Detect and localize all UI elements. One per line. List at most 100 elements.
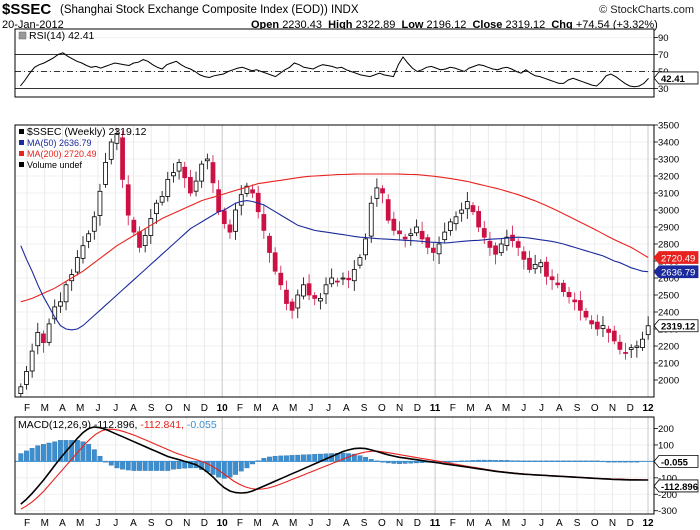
price-candle (566, 291, 572, 298)
price-month-label: F (237, 403, 243, 414)
price-month-label: D (627, 403, 634, 414)
price-month-label: M (76, 403, 84, 414)
price-month-label: A (59, 403, 66, 414)
price-candle (199, 163, 205, 182)
price-badge-shape (653, 319, 699, 333)
price-month-label: N (609, 403, 616, 414)
price-badge: 2720.49 (653, 251, 699, 265)
price-candle (447, 221, 453, 231)
price-legend-label: $SSEC (Weekly) 2319.12 (27, 126, 147, 138)
macd-axis-tick-label: -300 (658, 506, 677, 517)
price-candle (645, 325, 651, 336)
macd-histogram-bar (18, 453, 24, 462)
low-label: Low (401, 19, 424, 31)
rsi-frame (14, 28, 655, 98)
macd-histogram-bar (357, 455, 363, 462)
macd-line (20, 426, 649, 505)
price-month-label: A (485, 403, 492, 414)
price-month-label: F (24, 403, 30, 414)
price-month-label: 10 (217, 403, 229, 414)
price-candle (244, 185, 250, 194)
macd-histogram-bar (35, 445, 41, 462)
macd-month-label: S (148, 518, 155, 529)
price-axis-tick-label: 3200 (658, 172, 679, 183)
ma50-line (20, 200, 649, 331)
macd-histogram-bar (272, 455, 278, 462)
price-candle (131, 219, 137, 233)
macd-histogram-bar (227, 461, 233, 478)
macd-month-label: O (591, 518, 599, 529)
price-month-label: A (272, 403, 279, 414)
price-candle (481, 228, 487, 238)
price-month-label: J (95, 403, 100, 414)
price-month-label: A (343, 403, 350, 414)
price-candle (233, 209, 238, 232)
open-value: 2230.43 (282, 19, 322, 31)
macd-legend-hist: -0.055 (187, 419, 217, 431)
rsi-axis-tick-label: 70 (658, 50, 669, 61)
macd-axis-tick-label: 200 (658, 424, 674, 435)
price-candle (91, 216, 97, 232)
macd-badge: -112.896 (653, 479, 699, 493)
price-candle (289, 301, 295, 311)
price-legend-label: MA(200) 2720.49 (27, 149, 97, 159)
macd-badge-shape (653, 454, 699, 468)
macd-month-label: N (609, 518, 616, 529)
price-candle (159, 195, 165, 203)
macd-month-label: J (308, 518, 313, 529)
price-axis-tick-label: 3000 (658, 206, 679, 217)
price-candle (380, 188, 385, 194)
price-axis-tick-label: 2600 (658, 274, 679, 285)
macd-legend-text: MACD(12,26,9) -112.896, -112.841, -0.055 (18, 419, 217, 431)
price-candle (617, 341, 623, 350)
price-month-label: S (361, 403, 368, 414)
price-candle (58, 301, 63, 307)
price-badge: 2319.12 (653, 319, 699, 333)
price-axis-tick-label: 2000 (658, 376, 679, 387)
credit-link[interactable]: © StockCharts.com (599, 4, 694, 16)
price-candle (142, 235, 148, 247)
price-candle (323, 284, 329, 295)
open-label: Open (251, 19, 280, 31)
ohlc-summary: Open 2230.43 High 2322.89 Low 2196.12 Cl… (251, 19, 658, 31)
price-legend-swatch (19, 162, 24, 167)
price-candle (498, 243, 504, 254)
price-month-label: J (308, 403, 313, 414)
price-month-label: M (466, 403, 474, 414)
macd-month-label: M (41, 518, 49, 529)
price-candle (182, 166, 188, 179)
macd-badge-label: -0.055 (661, 457, 689, 468)
macd-month-label: A (343, 518, 350, 529)
macd-legend-macd: -112.896, (94, 419, 141, 431)
price-legend-label: Volume undef (27, 160, 83, 170)
price-candle (594, 321, 600, 330)
price-candle (555, 282, 561, 286)
macd-histogram-bar (131, 461, 137, 471)
macd-histogram-bar (312, 454, 318, 462)
price-month-label: D (414, 403, 421, 414)
price-axis-tick-label: 3300 (658, 155, 679, 166)
price-candle (238, 194, 244, 206)
low-value: 2196.12 (426, 19, 467, 31)
macd-month-label: J (326, 518, 331, 529)
price-month-label: J (539, 403, 544, 414)
price-axis-tick-label: 2400 (658, 308, 679, 319)
macd-month-label: A (556, 518, 563, 529)
macd-histogram-bar (52, 441, 58, 462)
exchange-label: INDX (331, 4, 359, 16)
macd-month-label: D (627, 518, 634, 529)
macd-month-label: 11 (430, 518, 441, 529)
macd-month-label: O (378, 518, 386, 529)
price-candle (634, 345, 640, 348)
price-candle (527, 257, 532, 270)
macd-histogram-bar (233, 461, 239, 475)
price-axis-tick-label: 2200 (658, 342, 679, 353)
macd-histogram-bar (295, 454, 301, 462)
price-axis-tick-label: 2500 (658, 291, 679, 302)
rsi-legend: RSI(14) 42.41 (18, 30, 95, 42)
price-candle (414, 226, 419, 234)
macd-histogram-bar (171, 461, 176, 470)
